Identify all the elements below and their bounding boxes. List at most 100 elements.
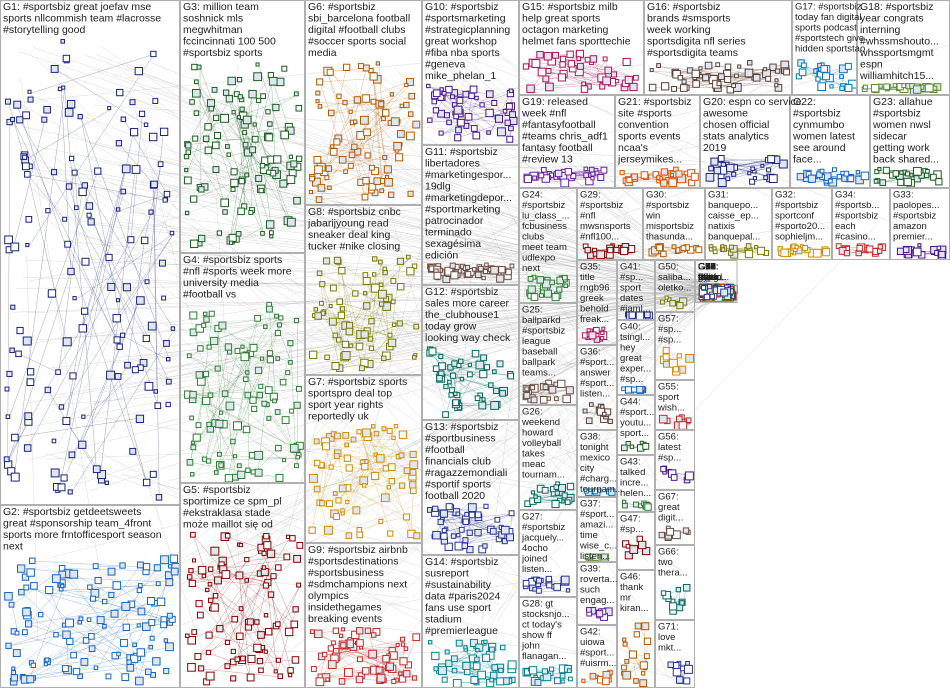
node [11,433,19,442]
node [206,458,212,464]
edge [464,529,491,547]
edge [123,335,170,361]
node [226,152,231,157]
group-label: #s... [698,272,716,283]
node [529,384,536,391]
node [478,401,487,410]
node [333,513,340,520]
node [935,178,943,186]
node [892,170,900,177]
node [326,68,334,76]
node [489,677,495,683]
node [242,115,252,125]
node [132,642,137,648]
group-label: city [580,463,595,474]
node [362,428,371,438]
node [500,525,510,535]
node [24,620,33,628]
edge [363,119,375,171]
edge [198,316,278,328]
node [590,171,596,177]
group-label: #charg... [580,473,617,484]
node [240,352,250,362]
edge [197,82,218,136]
node [140,236,149,245]
node [331,361,340,371]
node [682,527,690,534]
node [456,533,461,538]
node [289,535,296,542]
edge [441,106,510,135]
node [120,639,128,647]
edge [497,284,696,621]
group-label: great #sponsorship team_4front [3,518,151,530]
edge [490,279,696,536]
node [190,239,199,248]
node [356,627,364,635]
edge [484,244,717,289]
node [270,573,277,580]
node [183,176,192,185]
group-label: premier... [893,231,933,242]
group-label: #sport... [580,509,614,520]
node [291,656,300,664]
node [6,118,13,126]
edge [70,292,704,338]
node [508,125,514,132]
node [709,293,716,300]
node [576,56,582,61]
group-label: megwhitman [183,24,243,36]
edge [224,573,268,617]
node [619,169,625,176]
node [371,471,380,481]
node [231,110,236,115]
group-label: soshnick mls [183,13,243,25]
edge [84,185,175,331]
node [347,162,354,169]
node [96,616,105,625]
node [315,99,320,104]
edge [51,433,530,558]
node [110,609,119,618]
edge [242,94,298,116]
group-label: listen... [522,564,552,575]
node [523,174,533,184]
node [314,165,323,175]
group-label: G1... [698,261,719,272]
edge [206,176,553,554]
edge [33,47,723,281]
node [5,642,12,649]
node [228,240,234,245]
node [236,632,244,640]
node [243,376,249,382]
group-label: G9... [698,261,719,272]
node [86,617,92,622]
node [10,242,20,252]
group-label: sport... [620,428,649,439]
node [456,362,462,368]
group-label: banquepo... [708,200,758,211]
group-label: site #sports [618,108,672,120]
group-label: #sportstech give [795,33,864,44]
node [345,499,350,505]
node [260,93,266,100]
edge [190,619,236,640]
node [5,414,11,420]
node [296,542,304,549]
node [661,82,670,91]
node [322,442,331,451]
edge [134,283,725,358]
edge [188,144,216,154]
node [768,174,778,184]
node [622,499,627,504]
group-label: #fiba nba sports [425,47,500,59]
node [712,249,718,255]
node [338,633,344,639]
group-label: natixis [708,221,735,232]
group-label: #nfl [580,210,595,221]
group-label: great [620,353,642,364]
node [11,670,17,675]
node [361,463,369,471]
edge [21,592,66,635]
group-label: 20... [698,272,717,283]
